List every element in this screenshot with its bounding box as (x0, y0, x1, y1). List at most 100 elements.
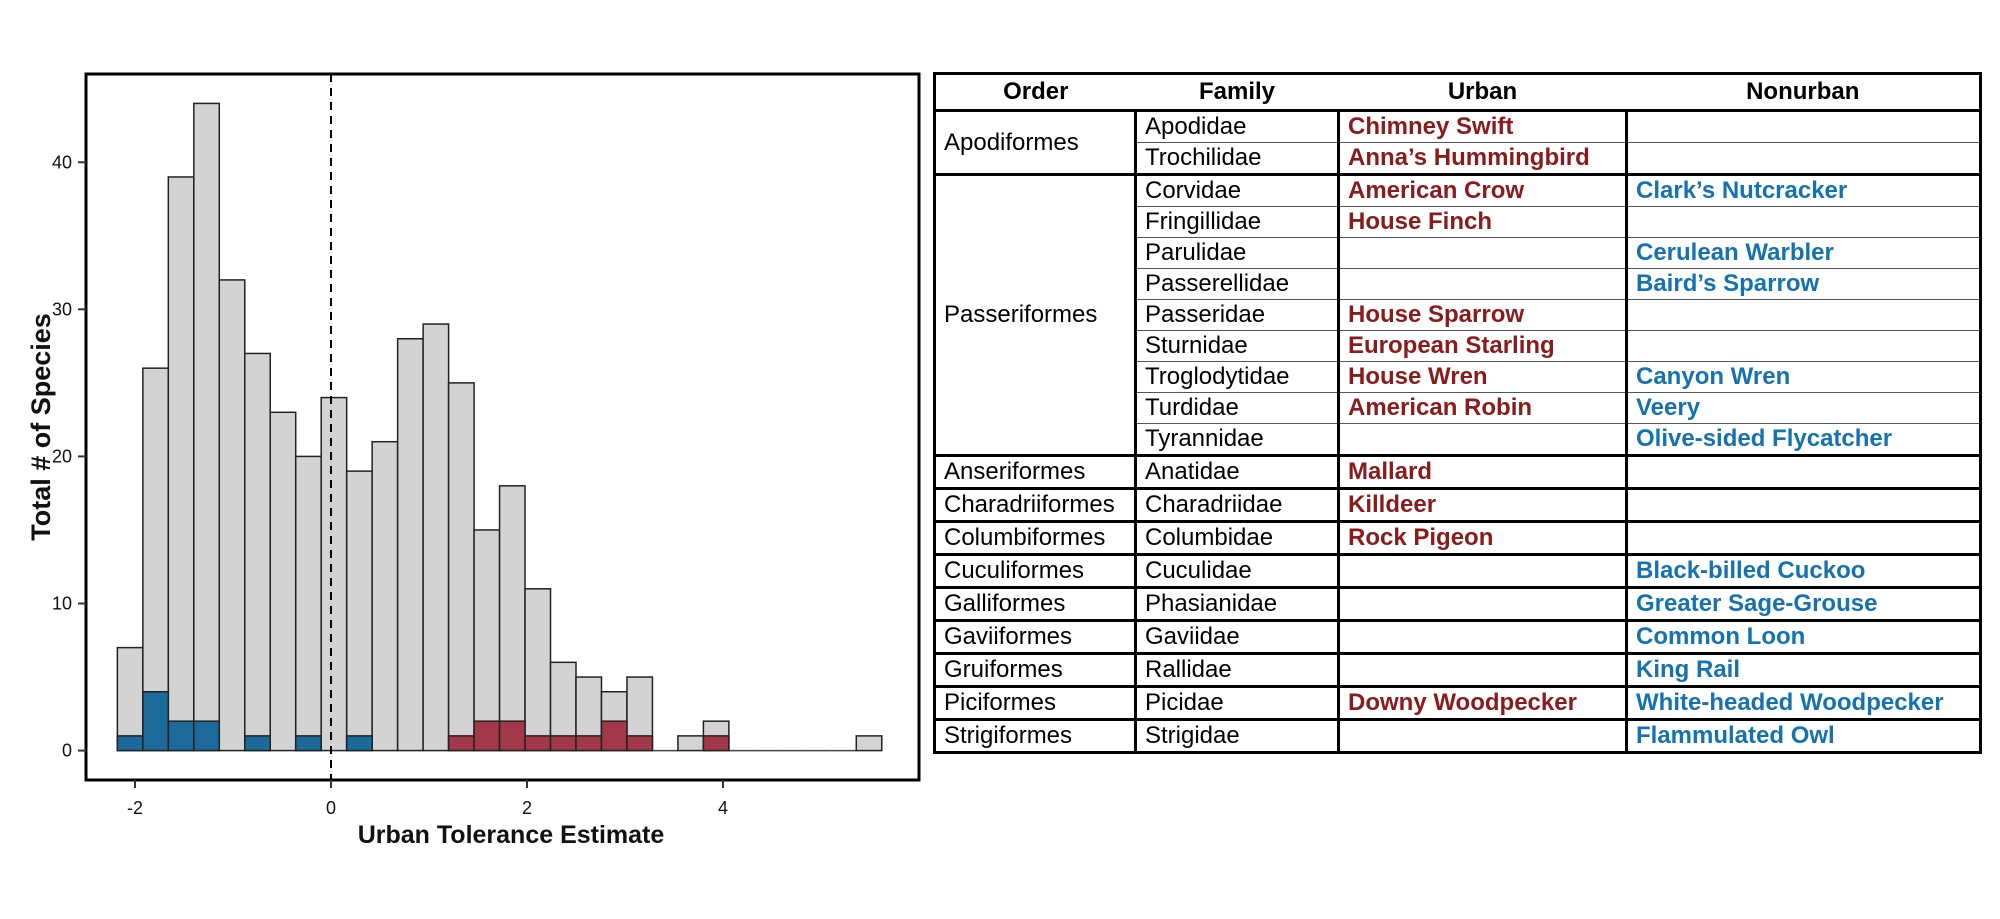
order-cell: Piciformes (933, 685, 1137, 721)
nonurban-species-cell: Veery (1625, 392, 1982, 424)
urban-species-cell: House Wren (1337, 361, 1628, 393)
nonurban-species-cell: Cerulean Warbler (1625, 237, 1982, 269)
urban-species-cell: Chimney Swift (1337, 109, 1628, 143)
family-cell: Apodidae (1134, 109, 1340, 143)
histogram-bar-total (218, 279, 246, 752)
family-cell: Tyrannidae (1134, 423, 1340, 457)
x-tick-label: 2 (522, 798, 532, 818)
family-cell: Strigidae (1134, 718, 1340, 754)
header-family: Family (1135, 72, 1339, 112)
species-table: Order Family Urban Nonurban Apodiformes A… (933, 72, 1982, 754)
histogram-bar-total (677, 735, 705, 752)
family-cell: Columbidae (1134, 520, 1340, 556)
nonurban-species-cell: Common Loon (1625, 619, 1982, 655)
histogram-bar-total (193, 102, 221, 752)
nonurban-species-cell: King Rail (1625, 652, 1982, 688)
x-axis-label: Urban Tolerance Estimate (358, 821, 665, 849)
family-cell: Gaviidae (1134, 619, 1340, 655)
histogram-bar-urban (447, 735, 475, 752)
table-row: Charadriiformes Charadriidae Killdeer (933, 487, 1982, 523)
histogram-bar-total (422, 323, 450, 752)
family-cell: Cuculidae (1134, 553, 1340, 589)
histogram-bar-total (447, 382, 475, 752)
urban-species-cell: European Starling (1337, 330, 1628, 362)
header-order: Order (933, 72, 1136, 112)
nonurban-species-cell (1625, 142, 1982, 176)
order-cell: Apodiformes (933, 109, 1137, 176)
order-cell: Columbiformes (933, 520, 1137, 556)
table-row: Columbiformes Columbidae Rock Pigeon (933, 520, 1982, 556)
urban-species-cell (1337, 423, 1628, 457)
histogram-bar-nonurban (142, 691, 170, 752)
nonurban-species-cell: White-headed Woodpecker (1625, 685, 1982, 721)
histogram-bar-total (142, 367, 170, 752)
histogram-bar-total (244, 352, 271, 752)
table-row: Trochilidae Anna’s Hummingbird (935, 142, 1982, 176)
urban-species-cell (1337, 619, 1628, 655)
nonurban-species-cell (1625, 299, 1982, 331)
histogram-bar-nonurban (294, 735, 322, 752)
histogram-bar-total (371, 440, 399, 752)
nonurban-species-cell (1625, 206, 1982, 238)
nonurban-species-cell (1625, 487, 1982, 523)
histogram-bar-total (396, 338, 424, 752)
x-tick-label: 0 (326, 798, 336, 818)
table-row: Turdidae American Robin Veery (935, 392, 1982, 424)
order-cell: Gaviiformes (933, 619, 1137, 655)
histogram-bar-urban (524, 735, 552, 752)
urban-species-cell: Rock Pigeon (1337, 520, 1628, 556)
urban-species-cell (1337, 268, 1628, 300)
nonurban-species-cell: Canyon Wren (1625, 361, 1982, 393)
urban-species-cell: House Sparrow (1337, 299, 1628, 331)
x-tick-label: -2 (127, 798, 143, 818)
nonurban-species-cell: Clark’s Nutcracker (1625, 173, 1982, 207)
histogram-bar-total (269, 411, 297, 752)
histogram-bar-nonurban (193, 720, 221, 752)
nonurban-species-cell: Olive-sided Flycatcher (1625, 423, 1982, 457)
urban-species-cell (1337, 237, 1628, 269)
histogram-bar-urban (498, 720, 526, 752)
table-row: Passerellidae Baird’s Sparrow (935, 268, 1982, 300)
histogram-panel: -2 0 2 4 0 10 20 30 40 Urban Tolerance Estimate … (0, 0, 930, 919)
family-cell: Parulidae (1134, 237, 1340, 269)
header-urban: Urban (1338, 72, 1627, 112)
urban-species-cell: Killdeer (1337, 487, 1628, 523)
family-cell: Troglodytidae (1134, 361, 1340, 393)
y-tick-label: 40 (52, 152, 72, 172)
table-header-row: Order Family Urban Nonurban (933, 72, 1982, 112)
family-cell: Trochilidae (1134, 142, 1340, 176)
plot-frame (84, 72, 921, 782)
family-cell: Corvidae (1134, 173, 1340, 207)
y-axis-label: Total # of Species (26, 313, 56, 541)
histogram-bar-urban (702, 735, 730, 752)
table-row: Piciformes Picidae Downy Woodpecker White-h… (933, 685, 1982, 721)
histogram-bar-urban (473, 720, 501, 752)
y-tick-label: 20 (52, 446, 72, 466)
histogram-bar-total (524, 588, 552, 752)
histogram-bar-urban (575, 735, 603, 752)
histogram-bar-total (320, 396, 348, 752)
family-cell: Charadriidae (1134, 487, 1340, 523)
y-tick-label: 0 (62, 741, 72, 761)
histogram-bar-nonurban (167, 720, 195, 752)
histogram-bar-urban (626, 735, 654, 752)
table-row: Passeriformes Corvidae American Crow Clark’… (933, 173, 1982, 457)
table-row: Gruiformes Rallidae King Rail (933, 652, 1982, 688)
urban-species-cell: Anna’s Hummingbird (1337, 142, 1628, 176)
table-row: Fringillidae House Finch (935, 206, 1982, 238)
family-cell: Passeridae (1134, 299, 1340, 331)
order-cell: Passeriformes (933, 173, 1137, 457)
x-tick-label: 4 (718, 798, 728, 818)
urban-species-cell: American Crow (1337, 173, 1628, 207)
nonurban-species-cell: Flammulated Owl (1625, 718, 1982, 754)
family-cell: Picidae (1134, 685, 1340, 721)
table-row: Anseriformes Anatidae Mallard (933, 454, 1982, 490)
histogram-bar-nonurban (345, 735, 373, 752)
histogram-bar-total (473, 529, 501, 752)
table-row: Apodiformes Apodidae Chimney Swift (933, 109, 1982, 176)
y-tick-label: 10 (52, 594, 72, 614)
table-row: Cuculiformes Cuculidae Black-billed Cuckoo (933, 553, 1982, 589)
histogram-bar-urban (600, 720, 628, 752)
order-cell: Anseriformes (933, 454, 1137, 490)
family-cell: Fringillidae (1134, 206, 1340, 238)
